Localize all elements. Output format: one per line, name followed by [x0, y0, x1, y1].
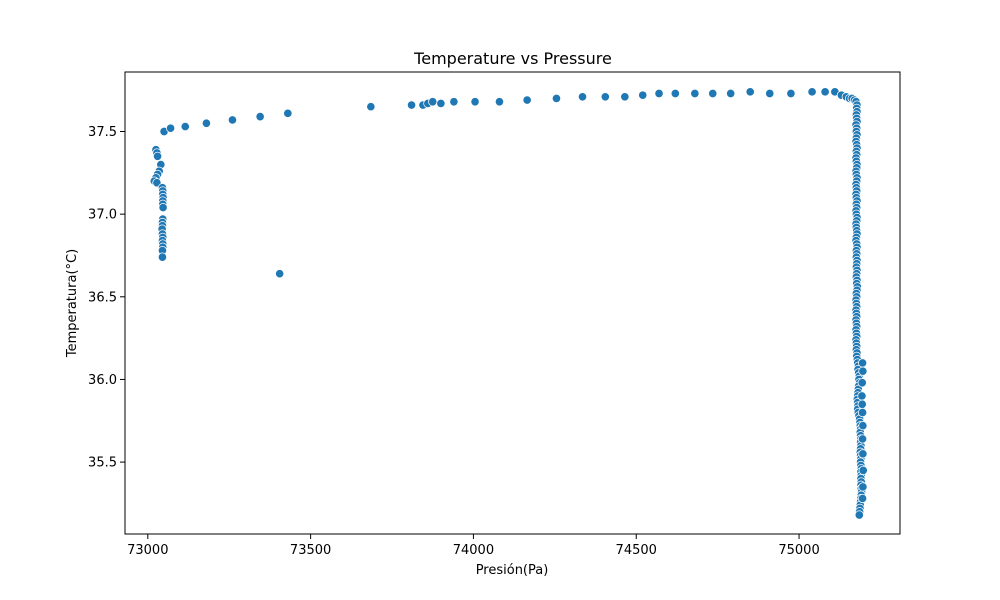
x-tick-label: 75000: [778, 543, 819, 558]
scatter-point: [449, 97, 459, 107]
scatter-point: [765, 88, 775, 99]
y-tick-label: 36.0: [88, 373, 117, 388]
scatter-point: [820, 87, 830, 97]
y-tick-label: 35.5: [88, 456, 117, 471]
scatter-point: [201, 118, 211, 128]
scatter-point: [807, 87, 817, 97]
scatter-point: [708, 88, 718, 99]
scatter-point: [470, 97, 480, 107]
scatter-point: [638, 90, 648, 100]
scatter-point: [857, 434, 868, 444]
x-tick-label: 74000: [453, 543, 494, 558]
scatter-point: [726, 88, 736, 99]
scatter-point: [166, 123, 176, 133]
scatter-point: [858, 449, 868, 459]
chart-title: Temperature vs Pressure: [413, 49, 612, 68]
scatter-point: [522, 95, 532, 105]
scatter-point: [670, 88, 680, 99]
scatter-point: [857, 399, 867, 409]
scatter-point: [577, 92, 588, 102]
scatter-point: [690, 88, 700, 99]
y-axis: 35.5 36.0 36.5 37.0 37.5: [88, 125, 125, 471]
scatter-point: [857, 378, 867, 388]
scatter-point: [858, 366, 868, 376]
scatter-point: [428, 97, 438, 107]
scatter-point: [654, 88, 664, 99]
scatter-point: [858, 465, 868, 475]
scatter-point: [283, 108, 293, 118]
x-axis: 73000 73500 74000 74500 75000: [127, 534, 820, 558]
scatter-point: [786, 88, 796, 99]
scatter-point: [158, 202, 168, 213]
scatter-point: [180, 121, 190, 132]
scatter-point: [152, 151, 163, 161]
scatter-point: [745, 87, 755, 97]
scatter-point: [255, 112, 265, 122]
data-points: [149, 87, 868, 520]
y-tick-label: 37.5: [88, 125, 117, 140]
scatter-point: [494, 97, 505, 107]
scatter-point: [406, 100, 417, 110]
x-tick-label: 73500: [290, 543, 331, 558]
scatter-point: [857, 391, 867, 401]
x-tick-label: 73000: [127, 543, 168, 558]
scatter-point: [227, 115, 238, 125]
scatter-point: [551, 93, 562, 104]
y-tick-label: 36.5: [88, 290, 117, 305]
scatter-point: [857, 493, 868, 504]
scatter-point: [275, 269, 285, 279]
y-tick-label: 37.0: [88, 208, 117, 223]
plot-area: [124, 71, 901, 535]
y-axis-label: Temperatura(°C): [65, 249, 80, 358]
x-axis-label: Presión(Pa): [476, 563, 549, 578]
scatter-point: [857, 407, 868, 418]
scatter-point: [436, 98, 446, 108]
x-tick-label: 74500: [616, 543, 657, 558]
scatter-point: [600, 92, 610, 102]
scatter-point: [854, 510, 864, 520]
scatter-point: [157, 252, 168, 262]
scatter-point: [366, 102, 376, 112]
scatter-point: [858, 421, 868, 431]
scatter-point: [858, 482, 868, 492]
scatter-point: [620, 92, 630, 102]
scatter-point: [857, 358, 868, 368]
